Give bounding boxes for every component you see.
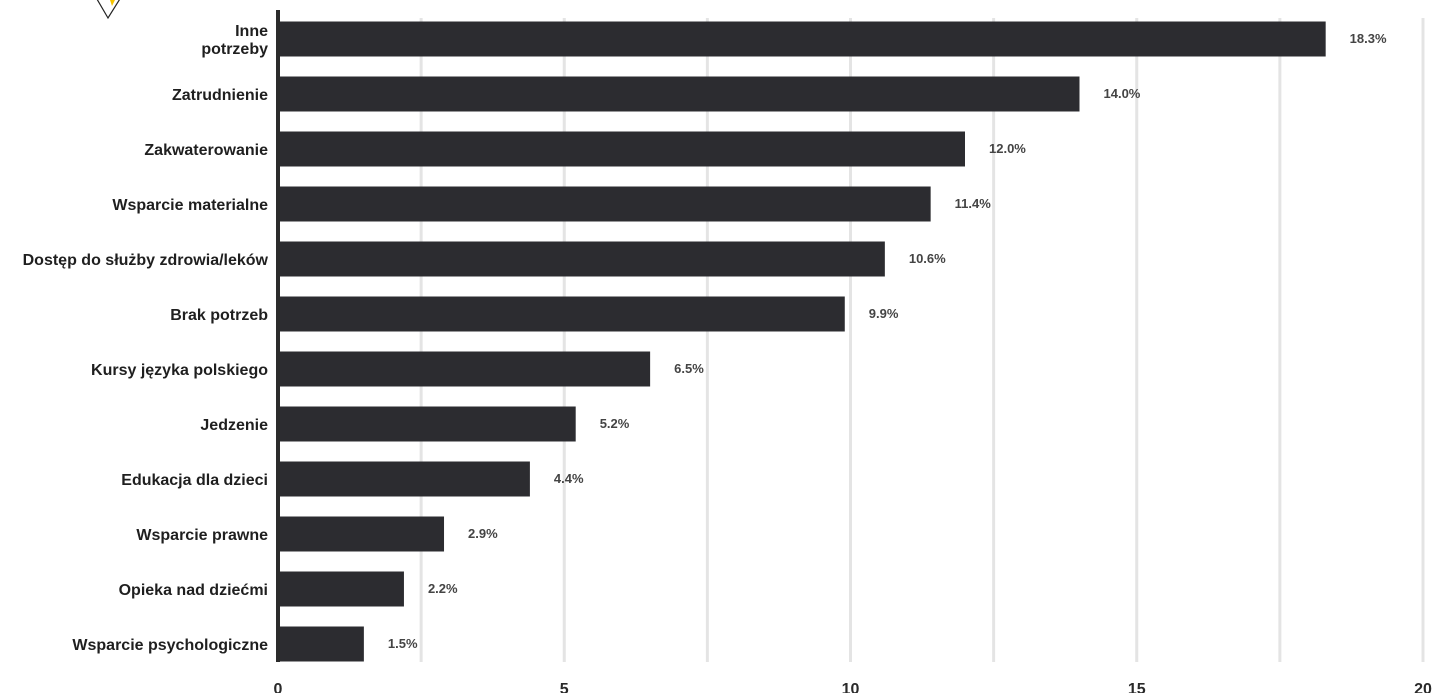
x-tick-label: 0: [274, 681, 283, 693]
category-label: Zatrudnienie: [172, 87, 268, 104]
bar-value-label: 9.9%: [869, 306, 899, 321]
logo: [96, 0, 120, 20]
bar: [278, 406, 576, 442]
bar: [278, 241, 885, 277]
category-label: Jedzenie: [200, 417, 268, 434]
bar: [278, 296, 845, 332]
bar-value-label: 10.6%: [909, 251, 946, 266]
bar: [278, 76, 1080, 112]
bar-value-label: 14.0%: [1104, 86, 1141, 101]
x-tick-labels: 0 5 10 15 20: [274, 681, 1432, 693]
gridlines: [419, 18, 1425, 662]
bar: [278, 516, 445, 552]
bar-value-label: 18.3%: [1350, 31, 1387, 46]
category-label: Wsparcie materialne: [112, 197, 268, 214]
x-tick-label: 20: [1414, 681, 1432, 693]
category-label: Inne potrzeby: [201, 23, 268, 58]
category-label: Edukacja dla dzieci: [121, 472, 268, 489]
bar: [278, 351, 651, 387]
category-labels: Inne potrzeby Zatrudnienie Zakwaterowanie Ws…: [23, 23, 269, 654]
triangle-logo-icon: [96, 0, 120, 20]
category-label: Wsparcie psychologiczne: [72, 637, 268, 654]
x-tick-label: 5: [560, 681, 569, 693]
category-label: Zakwaterowanie: [144, 142, 268, 159]
bar: [278, 186, 931, 222]
value-labels: 18.3% 14.0% 12.0% 11.4% 10.6% 9.9% 6.5% 5.2% 4.4…: [388, 31, 1387, 651]
bar-value-label: 12.0%: [989, 141, 1026, 156]
category-label: Wsparcie prawne: [136, 527, 268, 544]
bars: [278, 21, 1326, 662]
category-label: Kursy języka polskiego: [91, 362, 268, 379]
bar: [278, 461, 530, 497]
bar: [278, 21, 1326, 57]
bar-value-label: 5.2%: [600, 416, 630, 431]
logo-accent: [110, 0, 115, 6]
bar: [278, 571, 404, 607]
x-tick-label: 10: [842, 681, 860, 693]
bar-value-label: 1.5%: [388, 636, 418, 651]
category-label: Dostęp do służby zdrowia/leków: [23, 252, 269, 269]
category-label: Opieka nad dziećmi: [119, 582, 268, 599]
x-tick-label: 15: [1128, 681, 1146, 693]
bar-value-label: 4.4%: [554, 471, 584, 486]
bar: [278, 626, 364, 662]
bar: [278, 131, 965, 167]
category-label: Brak potrzeb: [170, 307, 268, 324]
bar-value-label: 11.4%: [955, 196, 992, 211]
bar-value-label: 2.9%: [468, 526, 498, 541]
bar-value-label: 6.5%: [674, 361, 704, 376]
bar-value-label: 2.2%: [428, 581, 458, 596]
